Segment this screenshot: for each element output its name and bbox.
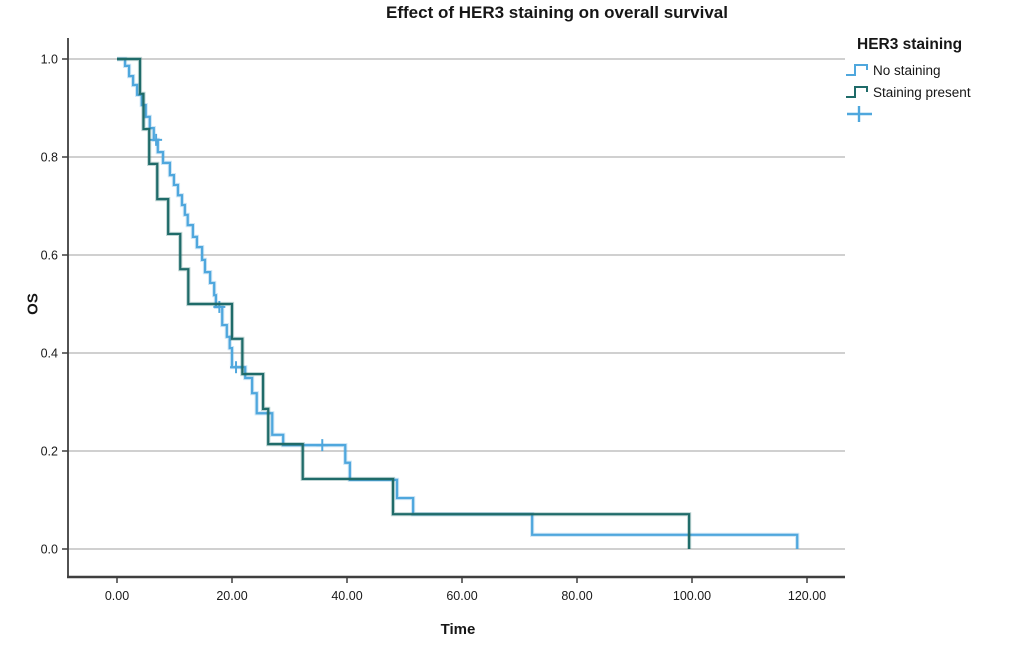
legend-entry-label: No staining (873, 62, 941, 78)
legend-entry-staining-present: Staining present (845, 81, 1025, 103)
y-tick-label: 0.2 (41, 445, 58, 459)
censored-plus-icon (847, 106, 872, 122)
y-tick-label: 0.0 (41, 543, 58, 557)
x-tick-label: 100.00 (673, 589, 711, 603)
x-tick-label: 20.00 (216, 589, 247, 603)
legend-entries: No staining Staining present (845, 59, 1025, 125)
legend: HER3 staining No staining Staining presen… (845, 36, 1025, 125)
x-tick-label: 80.00 (561, 589, 592, 603)
legend-entry-censored (845, 103, 1025, 125)
y-tick-label: 1.0 (41, 53, 58, 67)
chart-title: Effect of HER3 staining on overall survi… (386, 3, 728, 22)
x-axis-label: Time (440, 621, 476, 638)
step-glyph (846, 86, 868, 98)
y-tick-label: 0.6 (41, 249, 58, 263)
x-tick-label: 120.00 (788, 589, 826, 603)
y-axis-label: OS (24, 293, 42, 315)
y-tick-label: 0.8 (41, 151, 58, 165)
survival-curve-staining-present (117, 57, 691, 549)
legend-title: HER3 staining (857, 36, 963, 53)
survival-curve-no-staining (117, 57, 799, 549)
y-tick-label: 0.4 (41, 347, 58, 361)
step-glyph (846, 64, 868, 76)
step-line-icon (846, 86, 868, 98)
step-line-icon (846, 64, 868, 76)
legend-entry-label: Staining present (873, 84, 971, 100)
legend-entry-no-staining: No staining (845, 59, 1025, 81)
x-tick-label: 0.00 (105, 589, 129, 603)
x-tick-label: 40.00 (331, 589, 362, 603)
x-tick-label: 60.00 (446, 589, 477, 603)
